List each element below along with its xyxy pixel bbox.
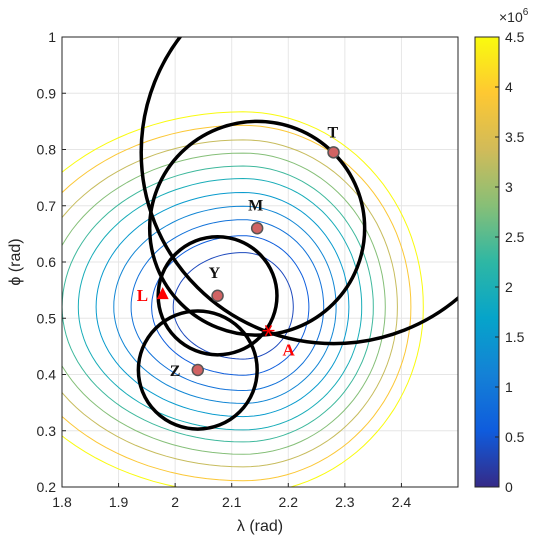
range-circle-y: [156, 234, 279, 357]
y-tick-label: 0.3: [37, 423, 57, 439]
point-label-t: T: [328, 124, 339, 141]
y-tick-label: 0.6: [37, 254, 57, 270]
y-tick-label: 0.8: [37, 142, 57, 158]
x-tick-label: 2.2: [279, 494, 299, 510]
point-label-m: M: [248, 197, 263, 214]
colorbar-tick-label: 2: [505, 279, 513, 295]
contour-line: [62, 124, 412, 482]
point-label-y: Y: [209, 265, 221, 282]
contour-line: [113, 205, 337, 404]
point-marker-t: [327, 146, 340, 159]
x-tick-label: 2.1: [222, 494, 242, 510]
contour-line: [151, 235, 310, 376]
colorbar-exponent: 6: [523, 7, 529, 18]
contour-line: [172, 252, 294, 360]
x-tick-label: 2.3: [335, 494, 355, 510]
range-circle-z: [136, 309, 259, 431]
contour-line: [77, 177, 363, 431]
colorbar-tick-label: 3.5: [505, 129, 525, 145]
y-tick-label: 0.4: [37, 367, 57, 383]
colorbar-tick-label: 1: [505, 379, 513, 395]
x-tick-label: 2.4: [392, 494, 412, 510]
colorbar-tick-label: 3: [505, 179, 513, 195]
colorbar: 0 0.5 1 1.5 2 2.5 3 3.5 4 4.5 ×106: [474, 7, 529, 495]
estimate-label: A: [282, 341, 295, 360]
colorbar-ticks: 0 0.5 1 1.5 2 2.5 3 3.5 4 4.5: [495, 29, 525, 495]
colorbar-tick-label: 2.5: [505, 229, 525, 245]
y-tick-label: 0.7: [37, 198, 57, 214]
point-marker-z: [191, 363, 205, 377]
x-tick-label: 1.9: [109, 494, 129, 510]
colorbar-tick-label: 1.5: [505, 329, 525, 345]
estimate-marker: [262, 325, 275, 337]
y-tick-label: 0.9: [37, 85, 57, 101]
y-tick-label: 1: [48, 29, 56, 45]
colorbar-tick-label: 4: [505, 79, 513, 95]
range-circle-m: [147, 119, 367, 337]
x-tick-label: 2: [171, 494, 179, 510]
point-marker-m: [250, 222, 264, 235]
colorbar-tick-label: 0.5: [505, 429, 525, 445]
y-tick-label: 0.2: [37, 479, 57, 495]
range-circles: [136, 37, 458, 431]
point-label-z: Z: [170, 363, 181, 380]
range-circle-t: [139, 37, 458, 346]
estimate-marker-stroke: [264, 325, 273, 337]
contour-line: [62, 139, 398, 468]
true-location-marker: [156, 287, 169, 300]
colorbar-multiplier-base: ×10: [499, 9, 523, 25]
x-axis-label: λ (rad): [237, 518, 283, 535]
colorbar-frame: [474, 36, 500, 488]
y-axis-label: ϕ (rad): [7, 238, 24, 285]
contour-line: [62, 111, 424, 487]
markers: T M Y Z L A: [137, 124, 340, 380]
contour-line: [95, 191, 350, 418]
axis-ticks: 1.8 1.9 2 2.1 2.2 2.3 2.4 0.2 0.3 0.4 0.5 0.6 0.7 0.8…: [37, 29, 412, 510]
colorbar-tick-label: 4.5: [505, 29, 525, 45]
contour-line: [130, 219, 325, 392]
colorbar-multiplier: ×106: [499, 7, 529, 25]
y-tick-label: 0.5: [37, 310, 57, 326]
contour-line: [62, 152, 386, 455]
point-marker-y: [211, 289, 224, 302]
true-location-label: L: [137, 286, 148, 305]
contour-lines: [62, 111, 424, 487]
x-tick-label: 1.8: [52, 494, 72, 510]
colorbar-gradient: [475, 37, 499, 487]
colorbar-tick-label: 0: [505, 479, 513, 495]
